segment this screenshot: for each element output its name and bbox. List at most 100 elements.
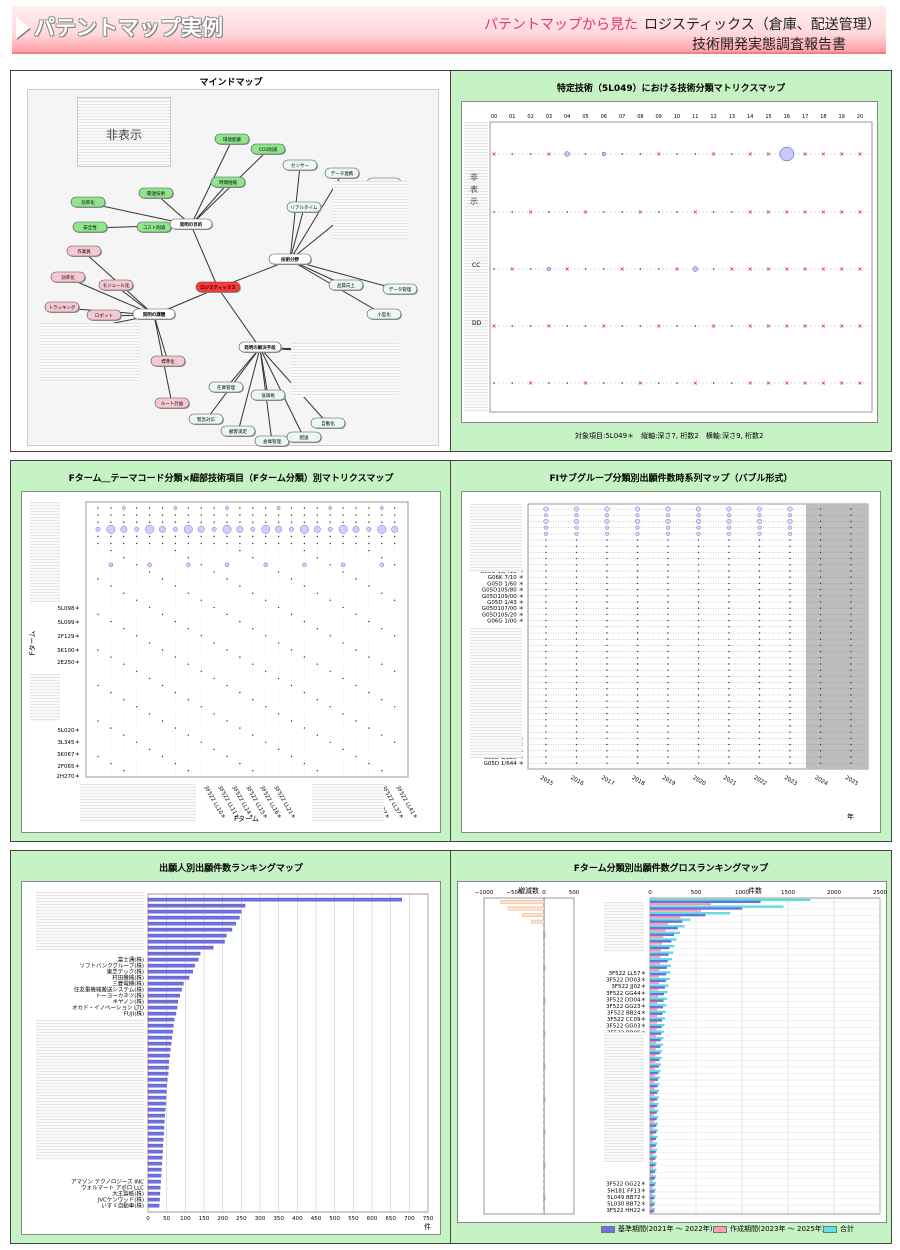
bubble-5-1 — [696, 513, 701, 518]
pt-17-8 — [789, 613, 791, 616]
pt-15-10 — [850, 601, 852, 603]
hidden-block-3 — [39, 323, 139, 383]
mind-node-leaf-7-label: センサー — [291, 163, 309, 169]
made-bar-29 — [649, 1093, 655, 1096]
cell-1-22 — [381, 514, 383, 516]
bubble-row8-7 — [186, 562, 191, 568]
pt-17-1 — [575, 613, 578, 616]
mind-node-leaf-26 — [220, 425, 256, 437]
pt-30-5 — [697, 694, 700, 696]
pt-30-0 — [545, 694, 547, 696]
pt-16-9 — [819, 607, 822, 609]
pt-19-4 — [667, 626, 669, 628]
cell-4-19 — [342, 535, 344, 538]
total-bar-45 — [649, 1195, 656, 1198]
dot-1-7 — [621, 211, 623, 213]
cell-25-20 — [355, 684, 357, 687]
made-bar-24 — [649, 1060, 656, 1064]
cell-15-20 — [355, 613, 357, 616]
pt-13-4 — [667, 588, 669, 591]
base-bar-13 — [649, 986, 665, 989]
bar-9 — [147, 951, 201, 956]
pt-21-0 — [545, 638, 547, 640]
bubble-3-4 — [635, 531, 640, 536]
dot-0-8 — [639, 153, 642, 155]
cross-3-0b — [492, 324, 496, 328]
pt-29-2 — [606, 688, 608, 690]
made-bar-15 — [649, 1001, 658, 1004]
pt-0-9 — [819, 508, 822, 510]
pt-9-5 — [697, 564, 700, 566]
dot-4-10 — [676, 382, 678, 384]
pt-5-0 — [545, 539, 547, 541]
cross-1-2b — [528, 210, 533, 214]
pt-23-3 — [636, 650, 639, 653]
bubble-row8-22 — [379, 562, 384, 568]
cell-24-14 — [277, 677, 280, 680]
pt-18-7 — [758, 619, 761, 622]
made-bar-1 — [649, 909, 701, 912]
cell-22-7 — [187, 663, 189, 665]
mind-node-hub-0-label: 発明の目的 — [179, 221, 203, 228]
cross-2-14b — [748, 267, 752, 271]
cell-1-20 — [355, 514, 357, 516]
bar-18 — [147, 1005, 178, 1010]
bubble-row3-7 — [183, 524, 193, 534]
base-bar-11 — [649, 973, 667, 976]
total-bar-26 — [649, 1070, 661, 1073]
pt-7-9 — [819, 551, 822, 554]
fi-ylabel-top-5: G05D 1/43 ＊ — [487, 599, 524, 606]
cell-2-2 — [123, 521, 125, 523]
pt-34-10 — [850, 719, 852, 721]
plot-border — [85, 501, 409, 778]
total-bar-22 — [649, 1043, 663, 1046]
gross-label-mid-3: 3F522 GG44＊ — [606, 990, 646, 997]
pt-19-5 — [697, 626, 700, 628]
total-bar-16 — [649, 1004, 667, 1007]
cell-2-6 — [174, 521, 177, 523]
left-plot-border — [483, 897, 575, 1215]
pt-31-0 — [545, 700, 547, 702]
pt-10-5 — [697, 570, 700, 572]
total-bar-3 — [649, 918, 691, 921]
pt-34-1 — [575, 719, 578, 721]
x-tick-700: 700 — [404, 1216, 415, 1222]
cell-37-22 — [381, 770, 383, 772]
base-bar-7 — [649, 946, 670, 950]
bubble-4-2 — [665, 518, 671, 524]
pt-40-9 — [819, 756, 822, 758]
pt-22-1 — [575, 644, 578, 647]
mind-node-leaf-4-label: 時間短縮 — [219, 179, 237, 186]
mind-node-leaf-12-label: データ管理 — [389, 286, 412, 293]
base-bar-14 — [649, 993, 664, 996]
pt-14-5 — [697, 595, 700, 597]
cell-2-1 — [110, 521, 112, 523]
mind-node-leaf-25 — [188, 413, 224, 425]
cross-3-18b — [821, 324, 826, 328]
pt-9-6 — [728, 564, 730, 566]
mind-edge-hub-0 — [190, 224, 219, 289]
pt-14-4 — [667, 595, 669, 597]
cell-4-9 — [213, 535, 215, 538]
cell-2-22 — [381, 521, 383, 523]
header-subtitle-report: 技術開発実態調査報告書 — [692, 37, 846, 53]
bubble-row0-14 — [276, 506, 281, 510]
made-bar-41 — [649, 1172, 653, 1175]
pt-26-0 — [545, 669, 547, 671]
cell-9-19 — [342, 571, 344, 573]
pt-31-7 — [758, 700, 761, 702]
cell-21-11 — [239, 656, 241, 658]
year-2020: 2020 — [691, 775, 707, 787]
cell-12-17 — [316, 592, 318, 594]
delta-bar-15 — [543, 998, 546, 1003]
pt-33-6 — [728, 712, 730, 715]
pt-12-1 — [575, 582, 578, 585]
bubble-row8-1 — [108, 562, 114, 568]
mind-node-leaf-11 — [328, 279, 364, 291]
cross-4-8b — [638, 381, 643, 385]
fi-ylabel-top-4: G05D109/00 ＊ — [482, 593, 524, 600]
cell-7-22 — [381, 557, 383, 559]
applicant-label-3: 村田機械(株) — [112, 973, 144, 981]
cell-5-7 — [187, 542, 189, 545]
pt-21-5 — [697, 638, 700, 640]
